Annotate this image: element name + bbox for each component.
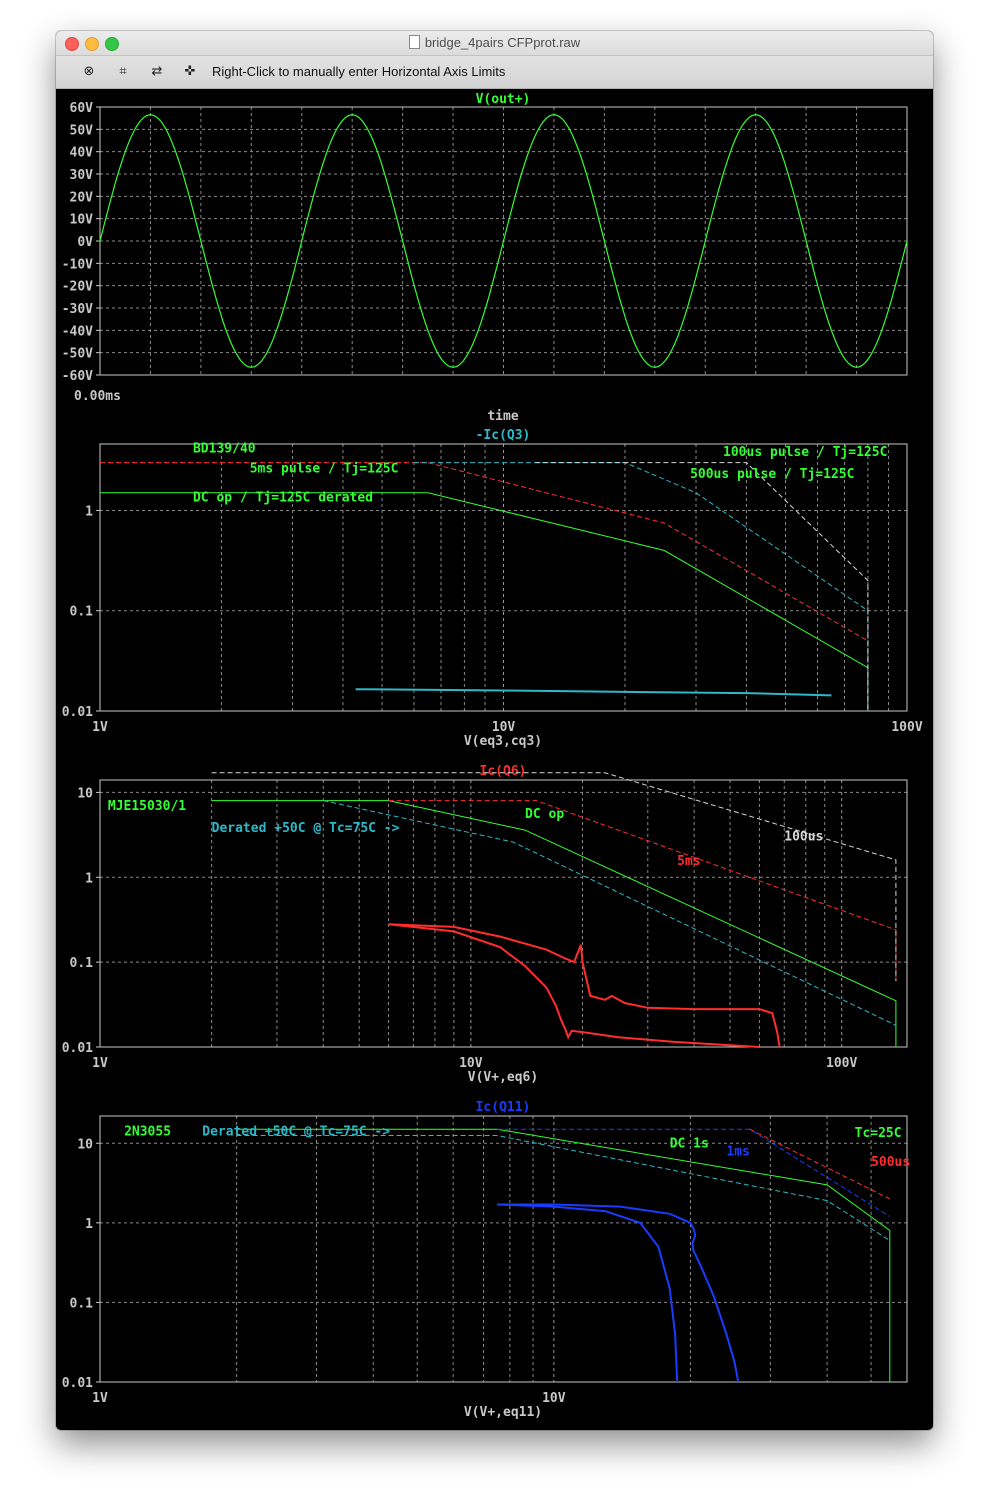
series-line-1-3 <box>535 462 869 711</box>
series-line-2-0 <box>211 800 897 1047</box>
curve-annotation: MJE15030/1 <box>108 799 186 814</box>
x-tick-label: 100V <box>891 720 922 735</box>
plot-frame <box>99 779 908 1048</box>
y-tick-label: 0.1 <box>70 956 94 971</box>
series-line-1-1 <box>100 462 869 711</box>
series-line-2-5 <box>388 923 760 1048</box>
y-tick-label: 10 <box>77 1137 93 1152</box>
y-tick-label: 1 <box>85 1217 93 1232</box>
toolbar-hint: Right-Click to manually enter Horizontal… <box>212 64 506 79</box>
curve-annotation: Derated +50C @ Tc=75C -> <box>202 1125 390 1140</box>
x-tick-label: 1V <box>92 720 108 735</box>
y-tick-label: 40V <box>70 146 94 161</box>
y-tick-label: 10 <box>77 786 93 801</box>
curve-annotation: 100us <box>784 830 823 845</box>
x-tick-label: 1V <box>92 1056 108 1071</box>
zoom-extents-icon[interactable]: ⌗ <box>119 64 127 79</box>
window-title: bridge_4pairs CFPprot.raw <box>56 35 933 50</box>
series-line-3-3 <box>749 1128 891 1200</box>
series-line-2-4 <box>388 923 781 1048</box>
plot-title: Ic(Q11) <box>476 1100 531 1115</box>
y-tick-label: 0.01 <box>62 705 93 720</box>
x-axis-label: V(V+,eq11) <box>464 1405 542 1420</box>
x-tick-label: 0.00ms <box>74 389 121 404</box>
y-tick-label: 0.1 <box>70 605 94 620</box>
pan-icon[interactable]: ⇄ <box>151 64 163 79</box>
x-tick-label: 10V <box>459 1056 483 1071</box>
series-line-3-5 <box>497 1203 740 1383</box>
x-axis-label: time <box>487 409 518 424</box>
y-tick-label: 10V <box>70 213 94 228</box>
curve-annotation: 100us pulse / Tj=125C <box>723 445 887 460</box>
series-line-1-2 <box>414 462 869 711</box>
document-icon <box>408 35 420 49</box>
y-tick-label: -50V <box>62 347 93 362</box>
x-tick-label: 1V <box>92 1391 108 1406</box>
series-line-1-0 <box>100 492 869 711</box>
series-line-vout <box>99 114 908 368</box>
curve-annotation: Tc=25C <box>855 1126 902 1141</box>
x-tick-label: 10V <box>542 1391 566 1406</box>
curve-annotation: 5ms <box>677 854 700 869</box>
curve-annotation: DC op / Tj=125C derated <box>193 490 373 505</box>
close-window-button[interactable] <box>65 37 79 51</box>
series-line-3-4 <box>497 1203 679 1383</box>
curve-annotation: 500us <box>871 1155 910 1170</box>
x-tick-label: 10V <box>492 720 516 735</box>
y-tick-label: -60V <box>62 369 93 384</box>
minimize-window-button[interactable] <box>85 37 99 51</box>
y-tick-label: 60V <box>70 101 94 116</box>
series-line-3-0 <box>236 1128 891 1382</box>
series-line-1-4 <box>355 688 832 697</box>
curve-annotation: 1ms <box>726 1145 749 1160</box>
waveform-plot-area[interactable]: 60V 50V 40V 30V 20V 10V 0V -10V -20V -30V -40V -50V… <box>56 89 933 1430</box>
curve-annotation: Derated +50C @ Tc=75C -> <box>212 821 400 836</box>
y-tick-label: 50V <box>70 123 94 138</box>
y-tick-label: 0.01 <box>62 1376 93 1391</box>
plot-frame <box>99 443 908 712</box>
plot-window: bridge_4pairs CFPprot.raw ⊗ ⌗ ⇄ ✜ Right-… <box>56 31 933 1430</box>
curve-annotation: DC op <box>525 807 564 822</box>
window-title-text: bridge_4pairs CFPprot.raw <box>424 35 581 50</box>
y-tick-label: -30V <box>62 302 93 317</box>
curve-annotation: 500us pulse / Tj=125C <box>690 467 854 482</box>
y-tick-label: -10V <box>62 257 93 272</box>
y-tick-label: 0.01 <box>62 1041 93 1056</box>
plot-title: V(out+) <box>476 92 531 107</box>
x-axis-label: V(eq3,cq3) <box>464 734 542 749</box>
plot-frame <box>99 1115 908 1383</box>
y-tick-label: 1 <box>85 871 93 886</box>
y-tick-label: -20V <box>62 280 93 295</box>
curve-annotation: BD139/40 <box>193 441 256 456</box>
curve-annotation: 2N3055 <box>124 1125 171 1140</box>
plot-title: -Ic(Q3) <box>476 428 531 443</box>
zoom-cancel-icon[interactable]: ⊗ <box>83 64 95 79</box>
curve-annotation: DC 1s <box>670 1136 709 1151</box>
maximize-window-button[interactable] <box>105 37 119 51</box>
toolbar: ⊗ ⌗ ⇄ ✜ Right-Click to manually enter Ho… <box>56 56 933 89</box>
y-tick-label: 0V <box>77 235 93 250</box>
y-tick-label: 1 <box>85 504 93 519</box>
series-line-2-2 <box>388 800 897 981</box>
series-line-3-1 <box>236 1135 891 1241</box>
y-tick-label: 0.1 <box>70 1296 94 1311</box>
curve-annotation: 5ms pulse / Tj=125C <box>250 461 399 476</box>
y-tick-label: 20V <box>70 190 94 205</box>
x-tick-label: 100V <box>826 1056 857 1071</box>
series-line-2-3 <box>211 772 897 981</box>
x-axis-label: V(V+,eq6) <box>468 1070 538 1085</box>
title-bar[interactable]: bridge_4pairs CFPprot.raw <box>56 31 933 56</box>
y-tick-label: 30V <box>70 168 94 183</box>
series-line-2-1 <box>323 800 897 1026</box>
y-tick-label: -40V <box>62 324 93 339</box>
cursor-probe-icon[interactable]: ✜ <box>184 64 196 79</box>
plot-title: Ic(Q6) <box>480 764 527 779</box>
